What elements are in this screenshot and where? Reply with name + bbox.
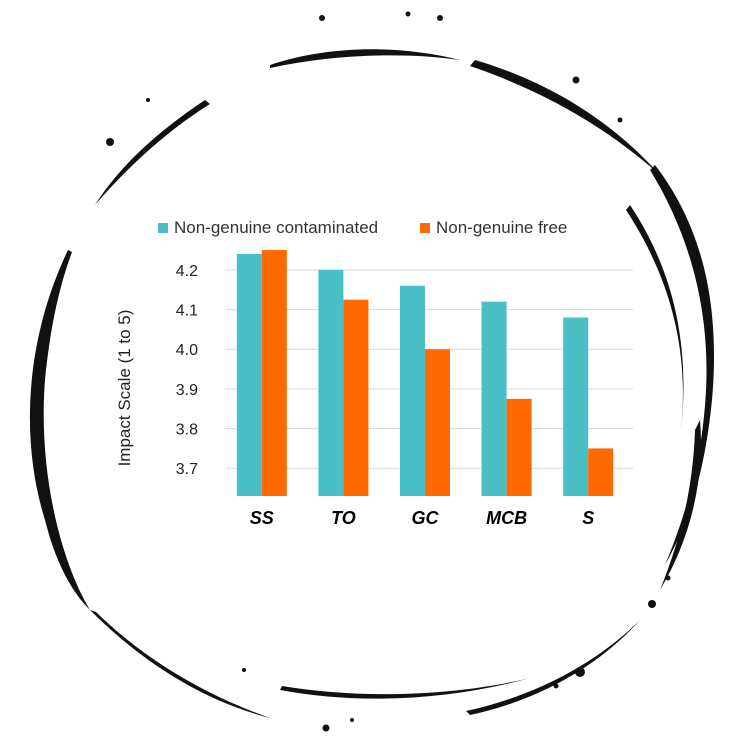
bar-s-series-1: [588, 448, 614, 496]
splatter-dot: [405, 11, 411, 17]
splatter-dot: [617, 117, 623, 123]
brush-stroke-inner-right: [626, 205, 684, 440]
bar-to-series-1: [343, 299, 369, 496]
brush-stroke-top: [270, 49, 460, 68]
y-tick-label: 3.7: [176, 461, 198, 478]
brush-stroke-bottom: [280, 678, 530, 699]
splatter-dot: [319, 15, 325, 21]
brush-stroke-bottom-left: [90, 610, 270, 718]
x-axis-categories: SS TO GC MCB S: [250, 508, 594, 528]
bars: [236, 250, 614, 496]
splatter-dot: [665, 575, 671, 581]
bar-mcb-series-1: [506, 398, 532, 496]
splatter-dot: [106, 138, 114, 146]
legend-swatch-series-1: [420, 223, 430, 233]
legend-label-series-0: Non-genuine contaminated: [174, 218, 378, 237]
splatter-dot: [350, 718, 354, 722]
bar-to-series-0: [318, 269, 344, 496]
legend-label-series-1: Non-genuine free: [436, 218, 567, 237]
y-tick-label: 4.1: [176, 303, 198, 320]
brush-stroke-bottom-right: [466, 620, 640, 715]
brush-stroke-top-right: [470, 60, 660, 175]
brush-stroke-top-left: [95, 100, 210, 205]
splatter-dot: [553, 683, 559, 689]
brush-stroke-left: [29, 250, 90, 610]
x-category-label: S: [582, 508, 594, 528]
x-category-label: GC: [412, 508, 440, 528]
splatter-dot: [648, 600, 656, 608]
bar-ss-series-0: [236, 254, 262, 496]
bar-gc-series-1: [425, 349, 450, 496]
splatter-dot: [572, 76, 580, 84]
y-tick-label: 4.2: [176, 263, 198, 280]
x-category-label: SS: [250, 508, 274, 528]
bar-s-series-0: [563, 317, 589, 496]
y-tick-label: 3.8: [176, 422, 198, 439]
y-tick-label: 4.0: [176, 342, 198, 359]
x-category-label: TO: [331, 508, 356, 528]
y-axis-label: Impact Scale (1 to 5): [115, 310, 134, 467]
splatter-dot: [242, 668, 246, 672]
y-axis-ticks: 3.7 3.8 3.9 4.0 4.1 4.2: [176, 263, 198, 478]
bar-gc-series-0: [400, 285, 425, 496]
brush-circle-frame: [29, 11, 715, 732]
bar-mcb-series-0: [481, 301, 507, 496]
legend: Non-genuine contaminated Non-genuine fre…: [158, 218, 567, 237]
splatter-dot: [322, 724, 330, 732]
splatter-dot: [437, 15, 443, 21]
bar-ss-series-1: [261, 250, 287, 496]
y-tick-label: 3.9: [176, 382, 198, 399]
brush-stroke-right-lower: [660, 420, 701, 590]
legend-swatch-series-0: [158, 223, 168, 233]
splatter-dot: [575, 667, 585, 677]
splatter-dot: [146, 98, 150, 102]
x-category-label: MCB: [486, 508, 527, 528]
